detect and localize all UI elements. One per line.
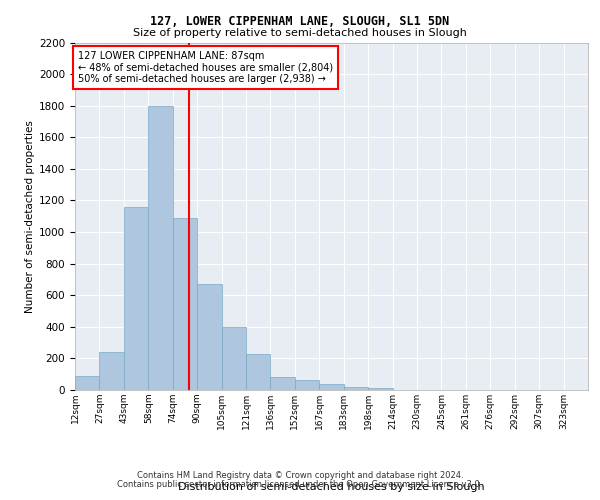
Text: 127, LOWER CIPPENHAM LANE, SLOUGH, SL1 5DN: 127, LOWER CIPPENHAM LANE, SLOUGH, SL1 5… [151,15,449,28]
Bar [295,380,319,390]
Bar [221,327,246,390]
Bar [148,106,173,390]
Bar [75,376,100,390]
Bar [124,207,148,390]
Bar [100,352,124,390]
Text: Size of property relative to semi-detached houses in Slough: Size of property relative to semi-detach… [133,28,467,38]
X-axis label: Distribution of semi-detached houses by size in Slough: Distribution of semi-detached houses by … [178,482,485,492]
Bar [368,388,392,390]
Bar [319,384,344,390]
Bar [173,218,197,390]
Bar [344,387,368,390]
Text: Contains public sector information licensed under the Open Government Licence v3: Contains public sector information licen… [118,480,482,489]
Y-axis label: Number of semi-detached properties: Number of semi-detached properties [25,120,35,312]
Bar [246,354,271,390]
Text: 127 LOWER CIPPENHAM LANE: 87sqm
← 48% of semi-detached houses are smaller (2,804: 127 LOWER CIPPENHAM LANE: 87sqm ← 48% of… [77,51,332,84]
Bar [197,284,221,390]
Text: Contains HM Land Registry data © Crown copyright and database right 2024.: Contains HM Land Registry data © Crown c… [137,471,463,480]
Bar [271,378,295,390]
